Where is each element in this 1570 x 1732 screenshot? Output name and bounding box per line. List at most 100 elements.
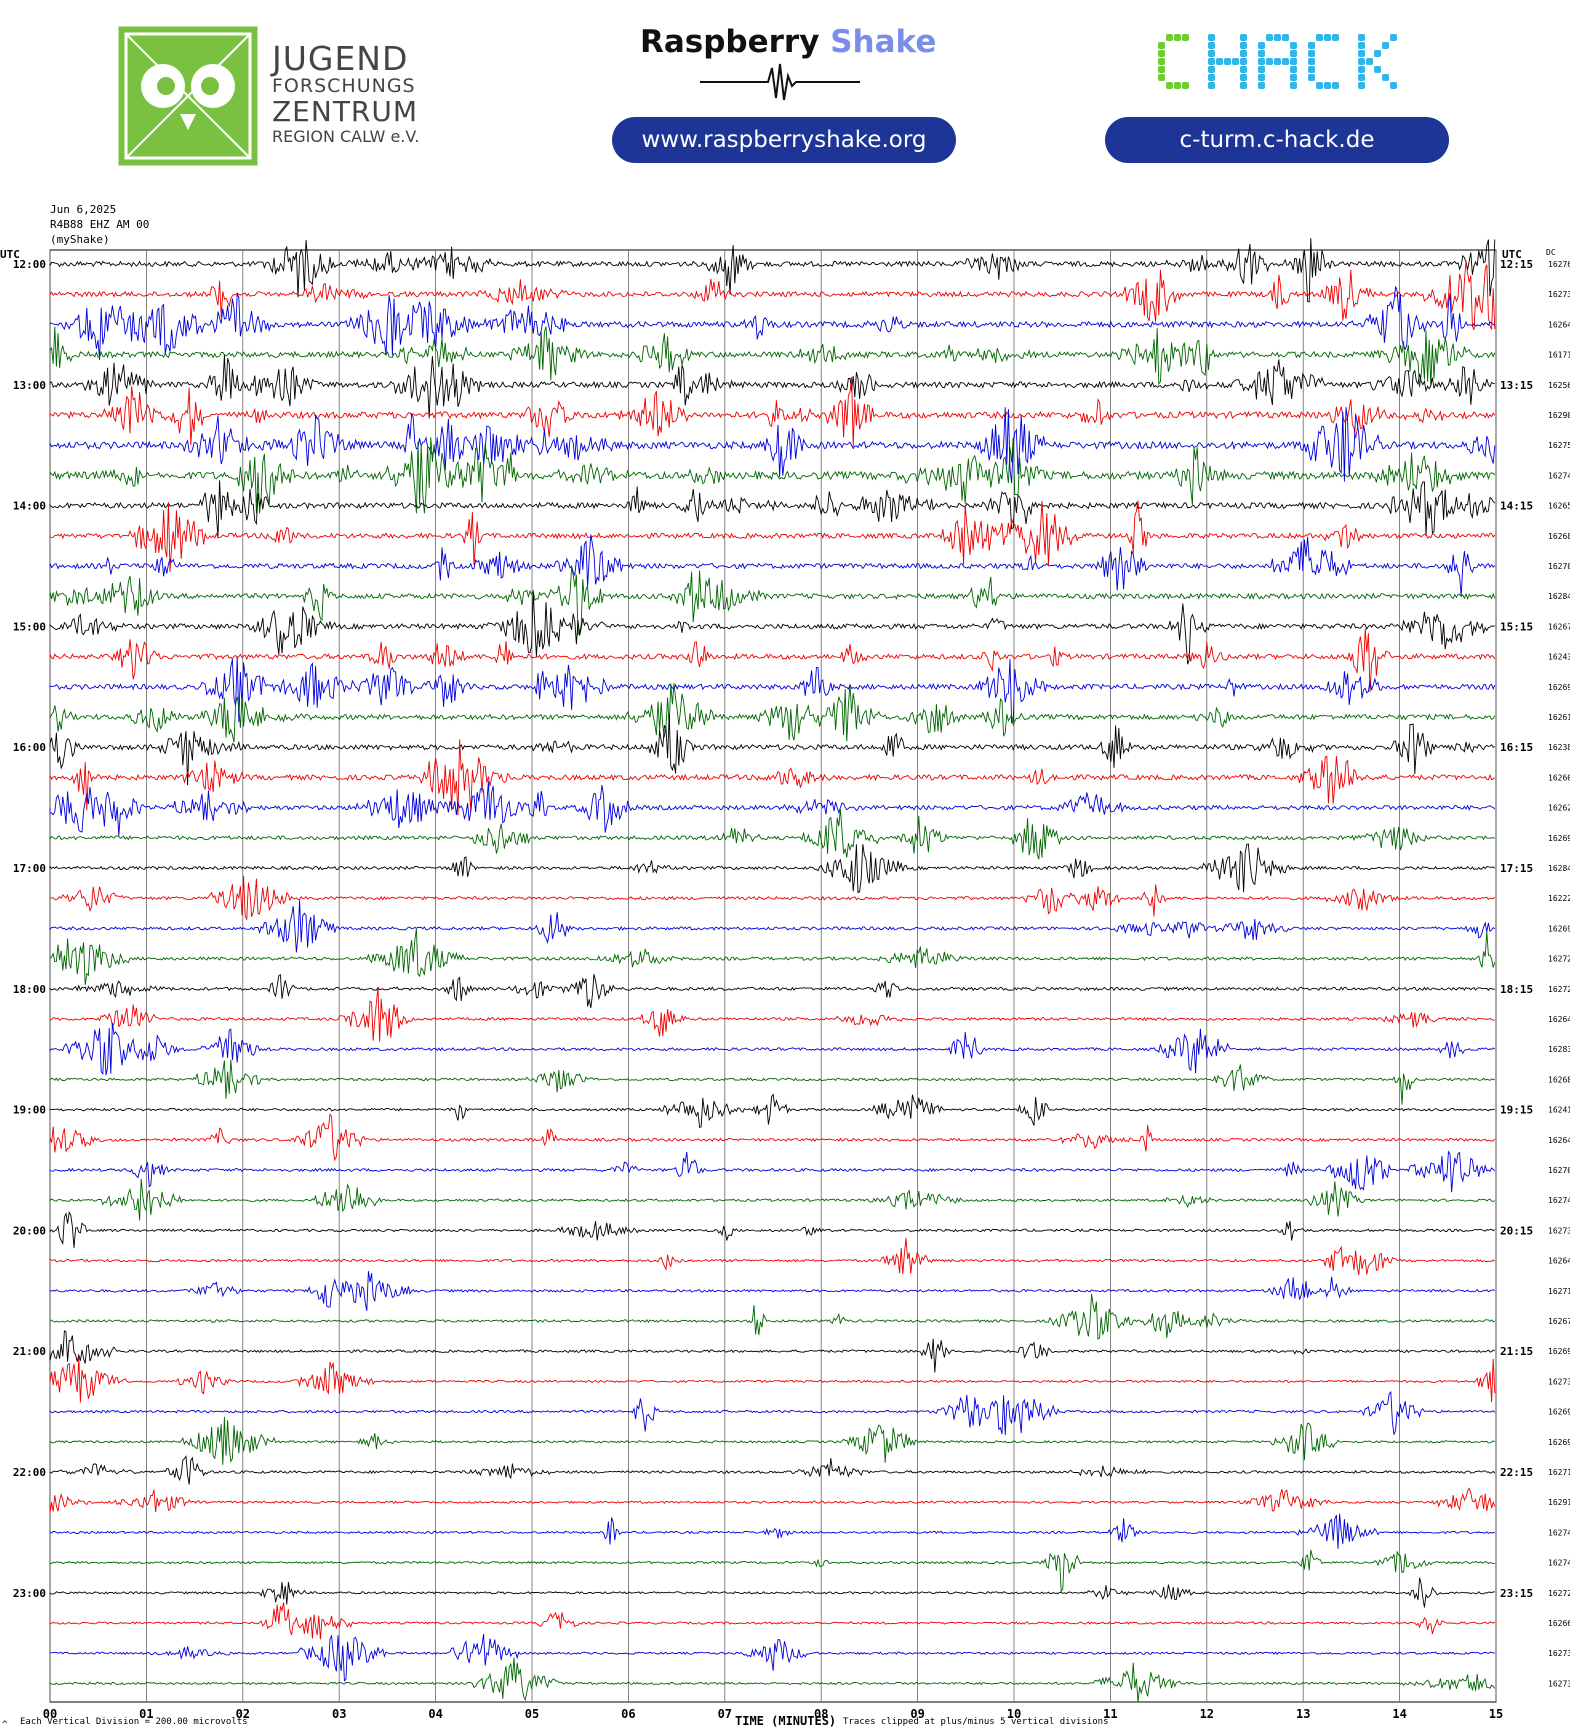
dc-value: 16276 [1548, 260, 1570, 269]
dc-value: 16267 [1548, 1317, 1570, 1326]
x-axis-title: TIME (MINUTES) [735, 1714, 837, 1728]
seismic-trace [49, 407, 1496, 484]
hour-label-right: 15:15 [1500, 620, 1533, 633]
hour-label-left: 18:00 [13, 983, 46, 996]
dc-value: 16269 [1548, 683, 1570, 692]
seismic-trace [49, 1513, 1496, 1549]
dc-value: 16171 [1548, 351, 1570, 360]
hour-label-right: 21:15 [1500, 1345, 1533, 1358]
hour-label-left: 16:00 [13, 741, 46, 754]
x-tick-label: 10 [1007, 1707, 1021, 1721]
seismic-trace [49, 1271, 1496, 1311]
dc-value: 16238 [1548, 743, 1570, 752]
x-tick-label: 03 [332, 1707, 346, 1721]
plot-frame [49, 249, 1497, 1703]
seismic-trace [49, 355, 1495, 419]
dc-value: 16284 [1548, 592, 1570, 601]
hour-label-left: 15:00 [13, 620, 46, 633]
dc-value: 16267 [1548, 622, 1570, 631]
seismic-trace [49, 987, 1495, 1042]
hour-label-right: 17:15 [1500, 862, 1533, 875]
dc-value: 16269 [1548, 924, 1570, 933]
jfz-line4: REGION CALW e.V. [272, 127, 420, 146]
raspberry-shake-wordmark: Raspberry Shake [640, 24, 936, 60]
hour-label-left: 21:00 [13, 1345, 46, 1358]
seismic-trace [49, 1237, 1496, 1276]
hour-label-right: 19:15 [1500, 1104, 1533, 1117]
dc-value: 16283 [1548, 1045, 1570, 1054]
seismic-wave-icon [700, 63, 860, 101]
dc-value: 16274 [1548, 1196, 1570, 1205]
x-tick-label: 07 [718, 1707, 732, 1721]
seismic-trace [49, 809, 1495, 860]
seismic-trace [49, 376, 1496, 447]
dc-value: 16241 [1548, 1106, 1570, 1115]
dc-value: 16269 [1548, 1347, 1570, 1356]
raspberryshake-link[interactable]: www.raspberryshake.org [612, 117, 956, 163]
dc-value: 16273 [1548, 1226, 1570, 1235]
dc-value: 16256 [1548, 381, 1570, 390]
seismic-trace [49, 628, 1496, 693]
dc-value: 16261 [1548, 713, 1570, 722]
dc-value: 16273 [1548, 290, 1570, 299]
seismic-trace [49, 1633, 1495, 1682]
vertical-division-note: Each Vertical Division = 200.00 microvol… [20, 1717, 248, 1727]
seismic-trace [49, 480, 1496, 537]
x-tick-label: 05 [525, 1707, 539, 1721]
seismic-trace [49, 567, 1496, 636]
dc-value: 16275 [1548, 441, 1570, 450]
dc-value: 16274 [1548, 1528, 1570, 1537]
jfz-line2: FORSCHUNGS [272, 75, 416, 97]
hour-label-left: 23:00 [13, 1587, 46, 1600]
utc-right-label: UTC [1502, 248, 1522, 261]
seismic-trace [49, 286, 1496, 360]
hour-label-left: 14:00 [13, 500, 46, 513]
dc-value: 16291 [1548, 1498, 1570, 1507]
dc-value: 16265 [1548, 502, 1570, 511]
hour-label-right: 12:15 [1500, 258, 1533, 271]
x-tick-label: 02 [236, 1707, 250, 1721]
chack-logo-icon [1158, 34, 1397, 89]
dc-value: 16273 [1548, 1649, 1570, 1658]
seismic-trace [49, 1293, 1496, 1340]
owl-logo-icon [118, 26, 258, 166]
jfz-line1: JUGEND [272, 39, 409, 78]
seismic-trace [49, 1577, 1495, 1608]
corner-mark: ^ [2, 1720, 8, 1730]
hour-label-left: 17:00 [13, 862, 46, 875]
seismic-trace [49, 714, 1495, 786]
seismic-trace [49, 1357, 1496, 1403]
hour-label-left: 22:00 [13, 1466, 46, 1479]
seismic-trace [49, 656, 1496, 724]
dc-value: 16274 [1548, 1559, 1570, 1568]
chack-link[interactable]: c-turm.c-hack.de [1105, 117, 1449, 163]
dc-value: 16272 [1548, 955, 1570, 964]
jfz-line3: ZENTRUM [272, 95, 419, 128]
dc-value: 16273 [1548, 1679, 1570, 1688]
header: JUGEND FORSCHUNGS ZENTRUM REGION CALW e.… [0, 0, 1570, 190]
hour-label-right: 16:15 [1500, 741, 1533, 754]
hour-label-right: 22:15 [1500, 1466, 1533, 1479]
seismic-trace [49, 437, 1496, 514]
seismic-trace [49, 1329, 1495, 1373]
x-tick-label: 15 [1489, 1707, 1503, 1721]
seismic-trace [49, 326, 1496, 388]
dc-value: 16271 [1548, 1468, 1570, 1477]
dc-value: 16272 [1548, 1589, 1570, 1598]
dc-value: 16260 [1548, 773, 1570, 782]
seismic-trace [49, 1549, 1495, 1593]
hour-label-left: 19:00 [13, 1104, 46, 1117]
raspberry-word: Raspberry [640, 24, 820, 60]
dc-value: 16273 [1548, 1377, 1570, 1386]
dc-value: 16262 [1548, 804, 1570, 813]
seismic-trace [49, 928, 1496, 985]
seismic-trace [49, 1416, 1496, 1465]
dc-value: 16266 [1548, 1619, 1570, 1628]
clip-note: Traces clipped at plus/minus 5 vertical … [843, 1717, 1109, 1727]
seismic-trace [49, 843, 1496, 894]
dc-value: 16270 [1548, 562, 1570, 571]
seismic-trace [49, 1657, 1496, 1703]
dc-header: DC [1546, 248, 1556, 257]
seismic-trace [49, 1210, 1496, 1248]
